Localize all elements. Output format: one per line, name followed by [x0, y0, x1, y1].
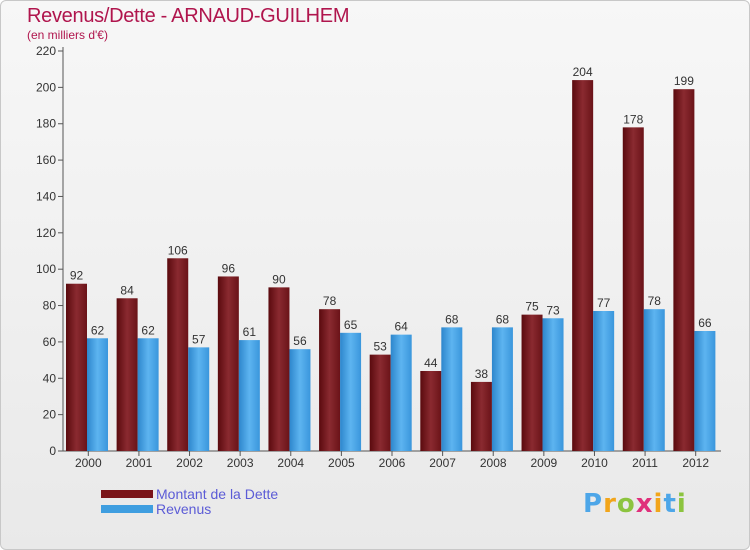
- bar-debt: [673, 89, 695, 451]
- data-label-revenue: 68: [445, 312, 459, 326]
- bar-revenue: [593, 311, 615, 451]
- data-label-debt: 199: [674, 74, 694, 88]
- data-label-revenue: 73: [546, 303, 560, 317]
- bar-revenue: [137, 338, 159, 451]
- bar-revenue: [87, 338, 108, 451]
- data-label-revenue: 64: [395, 320, 409, 334]
- logo-letter: i: [676, 489, 687, 519]
- bar-debt: [268, 287, 290, 451]
- data-label-revenue: 62: [91, 323, 105, 337]
- legend-swatch-debt: [101, 490, 153, 498]
- chart-title: Revenus/Dette - ARNAUD-GUILHEM: [27, 5, 350, 27]
- bar-debt: [470, 381, 492, 451]
- bar-revenue: [643, 309, 665, 451]
- data-label-revenue: 77: [597, 296, 611, 310]
- data-label-debt: 204: [573, 65, 593, 79]
- bar-debt: [521, 314, 543, 451]
- bar-revenue: [694, 331, 716, 451]
- logo-letter: o: [616, 489, 636, 519]
- y-tick-label: 220: [36, 44, 56, 58]
- logo-letter: r: [603, 489, 617, 519]
- data-label-debt: 84: [120, 283, 134, 297]
- bar-revenue: [441, 327, 463, 451]
- x-tick-label: 2011: [632, 456, 658, 470]
- y-tick-label: 20: [43, 408, 57, 422]
- data-label-debt: 96: [222, 261, 236, 275]
- y-tick-label: 40: [43, 371, 57, 385]
- logo-letter: x: [635, 489, 654, 519]
- x-tick-label: 2001: [126, 456, 153, 470]
- x-tick-label: 2000: [75, 456, 102, 470]
- bar-revenue: [491, 327, 513, 451]
- legend-label-revenue: Revenus: [156, 501, 212, 517]
- x-tick-label: 2009: [530, 456, 557, 470]
- logo-letter: i: [653, 489, 664, 519]
- proxiti-logo: Proxiti: [583, 489, 687, 519]
- x-tick-label: 2007: [429, 456, 456, 470]
- y-tick-label: 0: [49, 444, 56, 458]
- bar-revenue: [340, 332, 362, 451]
- data-label-revenue: 78: [648, 294, 662, 308]
- data-label-revenue: 68: [496, 312, 510, 326]
- x-tick-label: 2003: [227, 456, 254, 470]
- bar-debt: [622, 127, 644, 451]
- y-tick-label: 80: [43, 299, 57, 313]
- bar-debt: [167, 258, 189, 451]
- bar-revenue: [289, 349, 311, 451]
- data-label-revenue: 56: [293, 334, 307, 348]
- data-label-debt: 38: [475, 367, 489, 381]
- bar-debt: [217, 276, 239, 451]
- x-tick-label: 2006: [379, 456, 406, 470]
- x-tick-label: 2002: [176, 456, 203, 470]
- y-tick-label: 140: [36, 189, 56, 203]
- data-label-debt: 75: [525, 300, 539, 314]
- bar-revenue: [188, 347, 210, 451]
- y-tick-label: 200: [36, 80, 56, 94]
- x-tick-label: 2005: [328, 456, 355, 470]
- bar-debt: [319, 309, 341, 451]
- y-tick-label: 120: [36, 226, 56, 240]
- chart-subtitle: (en milliers d'€): [27, 28, 108, 42]
- x-tick-label: 2012: [682, 456, 709, 470]
- y-tick-label: 160: [36, 153, 56, 167]
- data-label-debt: 78: [323, 294, 337, 308]
- data-label-debt: 44: [424, 356, 438, 370]
- bar-revenue: [542, 318, 564, 451]
- legend-label-debt: Montant de la Dette: [156, 486, 279, 502]
- bar-debt: [66, 283, 87, 451]
- x-tick-label: 2010: [581, 456, 608, 470]
- bar-debt: [116, 298, 138, 451]
- data-label-debt: 106: [168, 243, 188, 257]
- data-label-debt: 92: [70, 269, 84, 283]
- bar-revenue: [390, 334, 412, 451]
- data-label-revenue: 66: [698, 316, 712, 330]
- data-label-revenue: 65: [344, 318, 358, 332]
- logo-letter: P: [583, 489, 604, 519]
- y-tick-label: 100: [36, 262, 56, 276]
- y-tick-label: 180: [36, 117, 56, 131]
- bar-debt: [572, 80, 594, 451]
- bar-debt: [369, 354, 391, 451]
- data-label-revenue: 61: [243, 325, 257, 339]
- data-label-debt: 53: [374, 340, 388, 354]
- logo-letter: t: [663, 489, 677, 519]
- y-tick-label: 60: [43, 335, 57, 349]
- bar-revenue: [238, 340, 260, 451]
- bar-debt: [420, 371, 442, 451]
- x-tick-label: 2008: [480, 456, 507, 470]
- data-label-revenue: 57: [192, 332, 206, 346]
- x-tick-label: 2004: [277, 456, 304, 470]
- legend-swatch-revenue: [101, 505, 153, 513]
- data-label-debt: 178: [623, 112, 643, 126]
- data-label-debt: 90: [272, 272, 286, 286]
- data-label-revenue: 62: [141, 323, 155, 337]
